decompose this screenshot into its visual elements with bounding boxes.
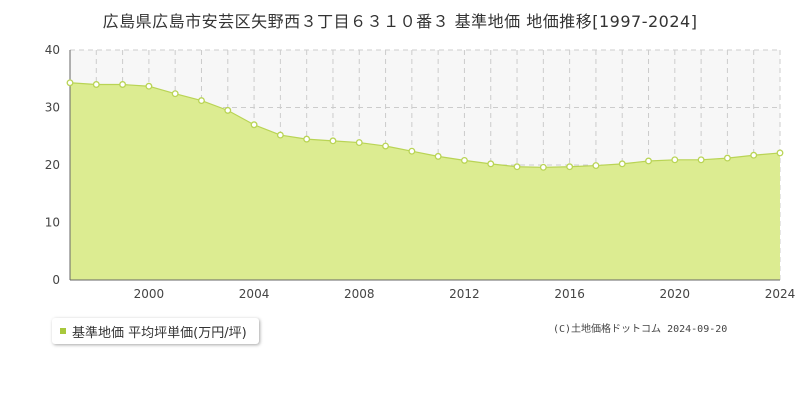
tick-labels: 0 10 20 30 40 2000 2004 2008 2012 2016 2020 2024 [45,43,796,301]
chart-title: 広島県広島市安芸区矢野西３丁目６３１０番３ 基準地価 地価推移[1997-202… [102,12,698,31]
data-point [697,156,705,164]
data-point [408,147,416,155]
y-tick-label: 30 [45,101,60,115]
axes [69,50,780,281]
series-area [70,82,780,281]
x-tick-label: 2016 [554,287,585,301]
data-point [145,82,153,90]
data-point [382,142,390,150]
data-point [250,121,258,129]
legend-marker-icon [60,328,66,334]
data-point [750,151,758,159]
data-point [592,162,600,170]
data-point [645,157,652,165]
copyright-text: (C)土地価格ドットコム 2024-09-20 [553,324,728,335]
data-point [355,139,363,147]
y-tick-label: 10 [45,216,60,230]
data-point [723,154,731,162]
y-tick-label: 20 [45,158,60,172]
data-point [434,152,442,160]
x-tick-label: 2000 [134,287,165,301]
data-point [224,106,232,114]
data-point [92,81,100,88]
x-tick-label: 2012 [449,287,480,301]
data-point [171,90,179,98]
x-tick-label: 2024 [765,287,796,301]
y-tick-label: 40 [45,43,60,57]
legend[interactable]: 基準地価 平均坪単価(万円/坪) [52,318,259,344]
data-point [618,160,626,168]
data-point [66,79,74,87]
data-point [276,131,284,139]
y-tick-label: 0 [52,273,60,287]
data-point [198,97,205,105]
data-point [539,163,547,171]
data-point [329,137,337,145]
data-point [119,81,127,88]
data-markers [66,79,784,171]
data-point [487,160,495,168]
data-point [566,163,574,171]
x-tick-label: 2020 [660,287,691,301]
area-layer [69,82,781,281]
data-point [513,163,521,171]
data-point [671,156,679,164]
series-line [69,82,781,168]
data-point [776,149,784,157]
x-tick-label: 2004 [239,287,270,301]
data-point [303,135,311,143]
legend-label: 基準地価 平均坪単価(万円/坪) [72,325,247,341]
x-tick-label: 2008 [344,287,375,301]
data-point [460,156,468,164]
